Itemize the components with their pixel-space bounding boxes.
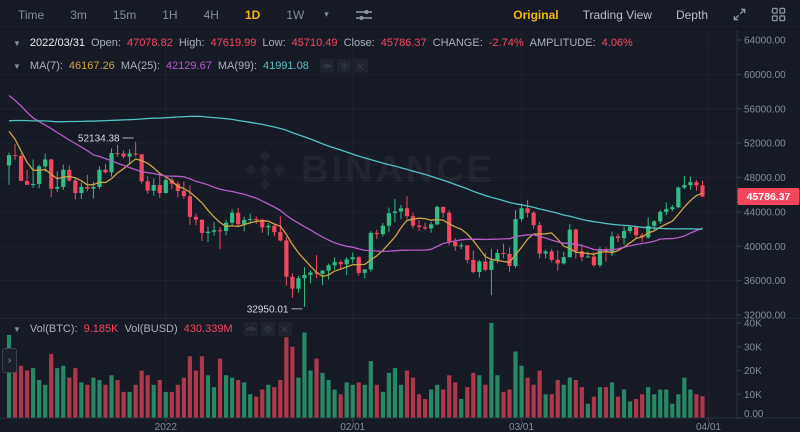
change-value: -2.74%: [488, 37, 524, 49]
close-value: 45786.37: [380, 37, 427, 49]
svg-text:56000.00: 56000.00: [744, 104, 786, 115]
svg-text:40K: 40K: [744, 319, 762, 330]
ohlc-legend: ▼ 2022/03/31 Open: 47078.82 High: 47619.…: [13, 37, 633, 49]
ma-tools: [319, 59, 368, 73]
svg-text:36000.00: 36000.00: [744, 276, 786, 287]
ma99-label: MA(99):: [217, 60, 257, 72]
ma25-label: MA(25):: [120, 60, 160, 72]
interval-dropdown-caret-icon[interactable]: ▾: [324, 9, 329, 19]
svg-text:40000.00: 40000.00: [744, 242, 786, 253]
svg-text:64000.00: 64000.00: [744, 36, 786, 47]
view-original[interactable]: Original: [513, 7, 559, 22]
change-label: CHANGE:: [432, 37, 483, 49]
ma25-value: 42129.67: [165, 60, 212, 72]
svg-text:52134.38: 52134.38: [78, 133, 120, 144]
svg-text:32000.00: 32000.00: [744, 311, 786, 322]
fullscreen-expand-icon[interactable]: [732, 7, 747, 22]
ma7-value: 46167.26: [68, 60, 115, 72]
collapse-caret-icon[interactable]: ▼: [13, 324, 21, 334]
svg-text:45786.37: 45786.37: [747, 191, 791, 203]
open-label: Open:: [90, 37, 121, 49]
vol-busd-value: 430.339M: [183, 323, 233, 335]
amplitude-label: AMPLITUDE:: [529, 37, 596, 49]
svg-text:04/01: 04/01: [696, 422, 721, 432]
indicator-settings-icon[interactable]: [355, 8, 373, 22]
svg-text:60000.00: 60000.00: [744, 70, 786, 81]
eye-icon[interactable]: [243, 322, 258, 336]
svg-text:2022: 2022: [155, 422, 178, 432]
open-value: 47078.82: [126, 37, 173, 49]
svg-text:10K: 10K: [744, 390, 762, 401]
svg-text:48000.00: 48000.00: [744, 173, 786, 184]
gear-icon[interactable]: [260, 322, 275, 336]
legend-date: 2022/03/31: [29, 37, 85, 49]
eye-icon[interactable]: [319, 59, 334, 73]
interval-15m[interactable]: 15m: [112, 7, 137, 22]
interval-selector: Time 3m 15m 1H 4H 1D 1W ▾: [18, 8, 373, 22]
collapse-caret-icon[interactable]: ▼: [13, 61, 21, 71]
close-label: Close:: [343, 37, 375, 49]
gear-icon[interactable]: [336, 59, 351, 73]
grid-layout-icon[interactable]: [771, 7, 786, 22]
svg-text:30K: 30K: [744, 342, 762, 353]
chart-view-switcher: Original Trading View Depth: [513, 7, 786, 22]
close-icon[interactable]: [353, 59, 368, 73]
interval-1h[interactable]: 1H: [162, 7, 178, 22]
volume-tools: [243, 322, 292, 336]
low-value: 45710.49: [291, 37, 338, 49]
volume-legend: ▼ Vol(BTC): 9.185K Vol(BUSD) 430.339M: [13, 322, 292, 336]
pane-expand-button[interactable]: ›: [2, 348, 17, 373]
svg-text:0.00: 0.00: [744, 409, 764, 420]
low-label: Low:: [262, 37, 286, 49]
svg-text:32950.01: 32950.01: [247, 304, 289, 315]
svg-text:03/01: 03/01: [509, 422, 534, 432]
ma7-label: MA(7):: [29, 60, 63, 72]
ma99-value: 41991.08: [262, 60, 309, 72]
svg-text:20K: 20K: [744, 366, 762, 377]
interval-1w[interactable]: 1W: [286, 7, 305, 22]
vol-busd-label: Vol(BUSD): [124, 323, 178, 335]
svg-text:52000.00: 52000.00: [744, 139, 786, 150]
chevron-right-icon: ›: [7, 355, 12, 366]
high-label: High:: [178, 37, 205, 49]
interval-4h[interactable]: 4H: [203, 7, 219, 22]
vol-btc-label: Vol(BTC):: [29, 323, 78, 335]
close-icon[interactable]: [277, 322, 292, 336]
interval-time[interactable]: Time: [18, 7, 45, 22]
collapse-caret-icon[interactable]: ▼: [13, 38, 21, 48]
ma-legend: ▼ MA(7): 46167.26 MA(25): 42129.67 MA(99…: [13, 59, 368, 73]
svg-text:02/01: 02/01: [340, 422, 365, 432]
interval-3m[interactable]: 3m: [70, 7, 87, 22]
view-tradingview[interactable]: Trading View: [582, 7, 652, 22]
vol-btc-value: 9.185K: [83, 323, 119, 335]
chart-toolbar: Time 3m 15m 1H 4H 1D 1W ▾ Original Tradi…: [0, 0, 800, 30]
view-depth[interactable]: Depth: [675, 7, 708, 22]
interval-1d-active[interactable]: 1D: [244, 7, 261, 22]
amplitude-value: 4.06%: [601, 37, 633, 49]
high-value: 47619.99: [210, 37, 257, 49]
svg-text:44000.00: 44000.00: [744, 207, 786, 218]
